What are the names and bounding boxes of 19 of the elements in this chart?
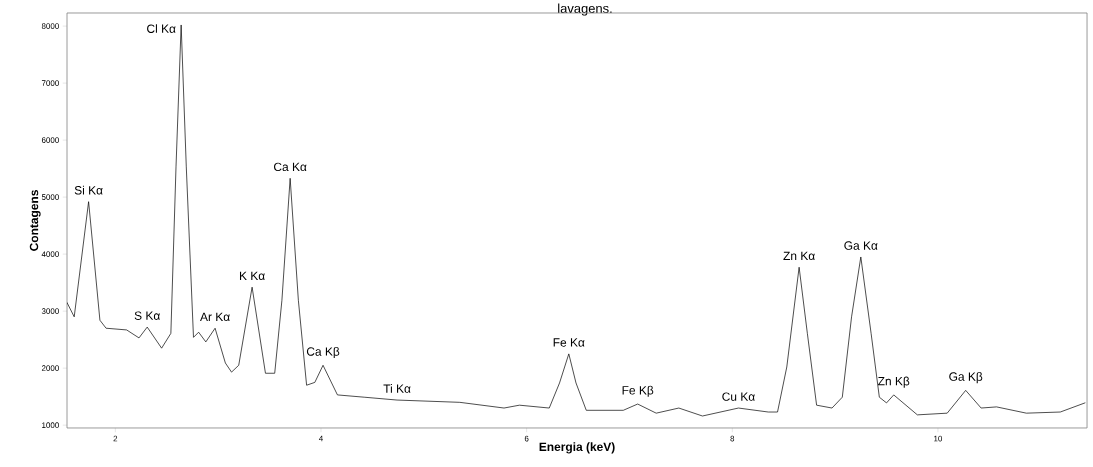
annotation: Zn Kβ xyxy=(878,376,910,388)
annotation: Cl Kα xyxy=(147,24,176,33)
annotation: K Kα xyxy=(239,271,265,280)
annotation: Cu Kα xyxy=(722,392,755,401)
annotation: Ca Kα xyxy=(274,162,307,172)
annotation: Si Kα xyxy=(74,185,103,195)
annotation: S Kα xyxy=(134,311,160,320)
annotation: Zn Kα xyxy=(783,251,815,261)
chart-title: lavagens. xyxy=(558,3,612,16)
line-series xyxy=(67,24,1086,417)
annotation: Ca Kβ xyxy=(306,346,340,359)
annotation: Ar Kα xyxy=(200,312,230,322)
x-axis-title: Energia (keV) xyxy=(539,442,615,454)
y-axis-title: Contagens xyxy=(29,190,41,251)
annotation: Ga Kβ xyxy=(949,372,983,384)
annotation: Fe Kα xyxy=(553,338,585,347)
annotation: Ti Kα xyxy=(383,384,411,393)
annotation: Ga Kα xyxy=(844,241,878,250)
annotation: Fe Kβ xyxy=(622,385,654,397)
